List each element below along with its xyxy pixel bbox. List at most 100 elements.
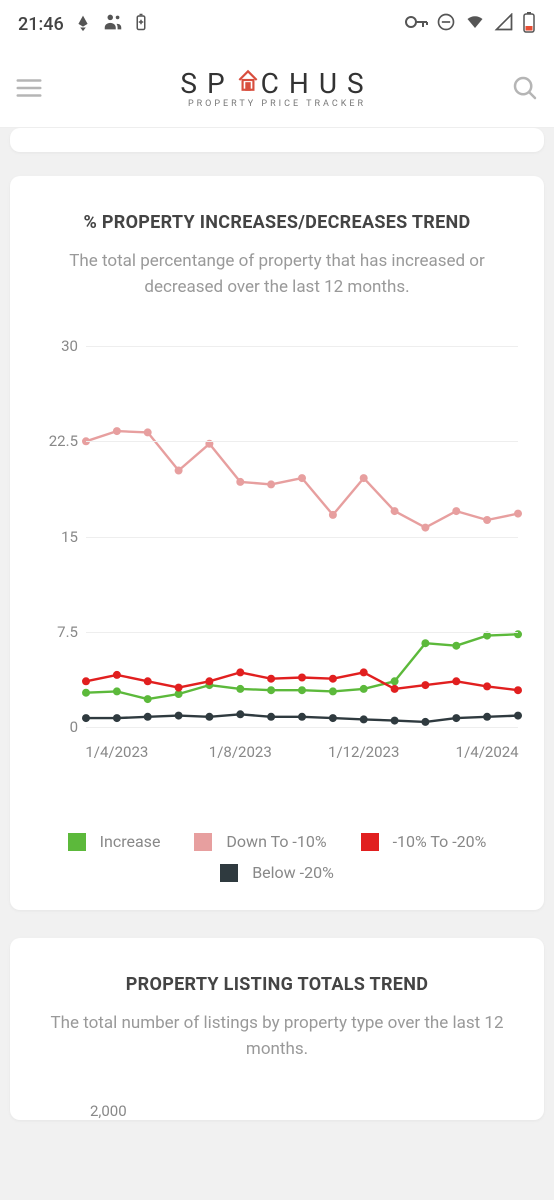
series-point-increase — [236, 685, 244, 693]
series-point-below20 — [483, 713, 491, 721]
series-point-below20 — [267, 713, 275, 721]
series-point-below20 — [421, 718, 429, 726]
status-icon-signal — [494, 13, 514, 36]
series-point-ten20 — [82, 677, 90, 685]
series-point-below20 — [514, 712, 522, 720]
card-listings-sub: The total number of listings by property… — [24, 1011, 530, 1062]
series-point-ten20 — [421, 681, 429, 689]
series-point-ten20 — [298, 674, 306, 682]
listings-ylabel: 2,000 — [86, 1102, 530, 1120]
x-tick-label: 1/4/2024 — [456, 743, 519, 761]
series-point-increase — [421, 639, 429, 647]
series-point-ten20 — [329, 675, 337, 683]
legend-item: Down To -10% — [194, 832, 326, 851]
status-right — [404, 11, 536, 38]
series-point-below20 — [175, 712, 183, 720]
series-point-ten20 — [514, 686, 522, 694]
series-point-increase — [452, 642, 460, 650]
gridline — [86, 537, 518, 538]
legend-item: Below -20% — [220, 863, 334, 882]
series-point-ten20 — [144, 677, 152, 685]
status-left: 21:46 — [18, 11, 150, 38]
series-point-ten20 — [391, 685, 399, 693]
y-tick-label: 22.5 — [36, 432, 78, 450]
logo-main: SP CHUS — [180, 67, 373, 100]
gridline — [86, 346, 518, 347]
series-point-downto10 — [391, 507, 399, 515]
series-point-downto10 — [267, 480, 275, 488]
card-listings-title: PROPERTY LISTING TOTALS TREND — [24, 974, 530, 995]
series-point-increase — [360, 685, 368, 693]
series-point-below20 — [82, 714, 90, 722]
previous-card-peek — [10, 128, 544, 152]
menu-button[interactable] — [14, 73, 44, 103]
series-point-below20 — [113, 714, 121, 722]
card-trend: % PROPERTY INCREASES/DECREASES TREND The… — [10, 176, 544, 910]
status-bar: 21:46 — [0, 0, 554, 48]
series-point-downto10 — [113, 427, 121, 435]
legend-swatch — [68, 833, 86, 851]
series-point-ten20 — [452, 677, 460, 685]
series-point-below20 — [236, 710, 244, 718]
series-point-below20 — [391, 717, 399, 725]
series-point-increase — [82, 689, 90, 697]
series-point-increase — [113, 687, 121, 695]
y-tick-label: 7.5 — [36, 623, 78, 641]
gridline — [86, 727, 518, 728]
listings-chart-peek: 2,000 — [24, 1102, 530, 1120]
logo-house-icon — [235, 67, 261, 100]
series-point-increase — [298, 686, 306, 694]
legend-swatch — [194, 833, 212, 851]
legend-label: -10% To -20% — [393, 832, 487, 851]
legend-swatch — [220, 864, 238, 882]
trend-chart: 07.51522.5301/4/20231/8/20231/12/20231/4… — [24, 340, 530, 780]
content[interactable]: % PROPERTY INCREASES/DECREASES TREND The… — [0, 128, 554, 1200]
series-point-below20 — [360, 715, 368, 723]
series-point-increase — [267, 686, 275, 694]
series-point-increase — [144, 695, 152, 703]
series-point-ten20 — [113, 671, 121, 679]
x-tick-label: 1/8/2023 — [209, 743, 272, 761]
series-point-below20 — [144, 713, 152, 721]
series-point-downto10 — [144, 428, 152, 436]
series-point-ten20 — [175, 684, 183, 692]
status-icon-teams — [102, 11, 124, 38]
card-listings: PROPERTY LISTING TOTALS TREND The total … — [10, 938, 544, 1120]
series-point-below20 — [452, 714, 460, 722]
logo-suffix: CHUS — [261, 67, 374, 100]
series-point-downto10 — [452, 507, 460, 515]
status-icon-group — [72, 11, 94, 38]
series-point-below20 — [329, 714, 337, 722]
legend-label: Below -20% — [252, 863, 334, 882]
series-point-increase — [391, 677, 399, 685]
status-time: 21:46 — [18, 14, 64, 35]
series-point-downto10 — [329, 511, 337, 519]
legend-label: Increase — [100, 832, 161, 851]
series-point-ten20 — [205, 677, 213, 685]
series-point-downto10 — [514, 510, 522, 518]
app-bar: SP CHUS PROPERTY PRICE TRACKER — [0, 48, 554, 128]
legend-label: Down To -10% — [226, 832, 326, 851]
series-point-downto10 — [421, 524, 429, 532]
card-trend-title: % PROPERTY INCREASES/DECREASES TREND — [24, 212, 530, 233]
trend-chart-plot: 07.51522.5301/4/20231/8/20231/12/20231/4… — [86, 346, 518, 728]
gridline — [86, 632, 518, 633]
logo-sub: PROPERTY PRICE TRACKER — [44, 99, 510, 109]
status-icon-wifi — [464, 13, 486, 36]
series-point-increase — [483, 632, 491, 640]
logo: SP CHUS PROPERTY PRICE TRACKER — [44, 67, 510, 109]
series-point-downto10 — [236, 478, 244, 486]
series-point-downto10 — [360, 474, 368, 482]
series-point-below20 — [205, 713, 213, 721]
search-button[interactable] — [510, 73, 540, 103]
status-icon-battery-save — [132, 12, 150, 37]
legend-swatch — [361, 833, 379, 851]
series-point-increase — [329, 687, 337, 695]
y-tick-label: 30 — [36, 337, 78, 355]
series-point-downto10 — [483, 516, 491, 524]
legend-item: -10% To -20% — [361, 832, 487, 851]
series-point-ten20 — [267, 675, 275, 683]
y-tick-label: 15 — [36, 528, 78, 546]
series-point-ten20 — [483, 682, 491, 690]
card-trend-sub: The total percentange of property that h… — [24, 249, 530, 300]
